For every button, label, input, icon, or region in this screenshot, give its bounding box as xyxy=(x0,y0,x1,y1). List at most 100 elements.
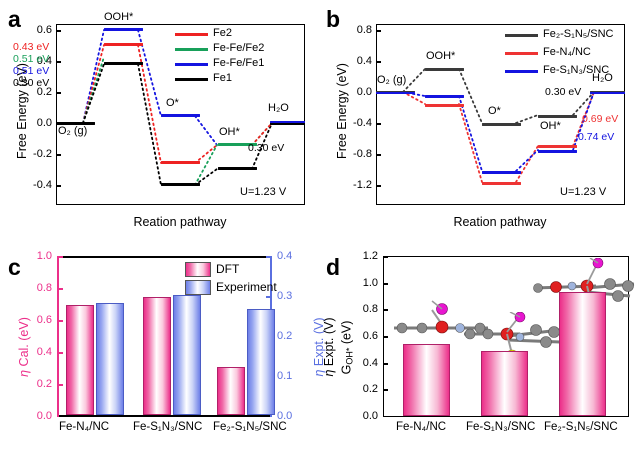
panel-a-legend-line-0 xyxy=(175,33,208,36)
panel-a-legend-line-3 xyxy=(175,78,208,81)
panel-a: a Free Energy (eV) Reation pathway 0.6 0… xyxy=(0,0,320,240)
panel-a-state-label-o: O* xyxy=(166,97,179,109)
panel-b-tickmark xyxy=(376,185,381,187)
panel-c-ytick-4: 0.2 xyxy=(36,378,52,390)
nitrogen-atom xyxy=(455,323,465,333)
panel-b-label: b xyxy=(326,6,341,32)
panel-c-ytick-2: 0.6 xyxy=(36,314,52,326)
panel-d-category-label-0: Fe-N₄/NC xyxy=(396,421,447,433)
panel-b-x-axis-title: Reation pathway xyxy=(453,215,547,229)
panel-d-tickmark xyxy=(383,309,388,311)
panel-c-ytick-5: 0.0 xyxy=(36,410,52,422)
panel-c-axis-top xyxy=(57,256,272,258)
panel-d-ytick-6: 0.0 xyxy=(362,410,378,422)
panel-c-legend-label-exp: Experiment xyxy=(216,280,277,294)
carbon-atom xyxy=(482,328,494,340)
panel-b-ytick-4: -0.8 xyxy=(353,148,372,160)
panel-c-bar-dft-0 xyxy=(66,305,94,415)
panel-c-ytick-0: 1.0 xyxy=(36,250,52,262)
panel-b-ytick-2: 0.0 xyxy=(356,86,372,98)
carbon-atom xyxy=(464,328,476,340)
panel-b-connectors xyxy=(402,68,595,183)
carbon-atom xyxy=(530,324,542,336)
carbon-atom xyxy=(622,280,634,292)
panel-a-tickmark xyxy=(56,185,61,187)
panel-a-level-oh-green xyxy=(218,143,257,146)
panel-a-label: a xyxy=(8,6,21,32)
panel-c-tickmark-right xyxy=(266,256,270,258)
panel-a-level-ooh-blue xyxy=(104,28,143,31)
carbon-atom xyxy=(604,278,616,290)
panel-c-tickmark-left xyxy=(59,352,63,354)
panel-d-ytick-4: 0.4 xyxy=(362,357,378,369)
panel-d-tickmark xyxy=(383,336,388,338)
panel-a-tickmark xyxy=(56,154,61,156)
panel-b-state-label-o: O* xyxy=(488,105,501,117)
panel-c-tickmark-left xyxy=(59,384,63,386)
panel-b-tickmark xyxy=(376,61,381,63)
panel-b-legend-label-2: Fe-S₁N₃/SNC xyxy=(543,64,610,76)
panel-c-legend-swatch-dft xyxy=(185,262,211,277)
inset-fe-n4-nc-structure xyxy=(394,300,488,334)
panel-c-label: c xyxy=(8,254,21,280)
carbon-atom xyxy=(540,336,552,348)
panel-d-ytick-1: 1.0 xyxy=(362,277,378,289)
panel-a-state-label-o2: O₂ (g) xyxy=(58,125,88,137)
panel-b-energy-label-red: 0.69 eV xyxy=(582,113,619,125)
panel-d-category-label-1: Fe-S₁N₃/SNC xyxy=(466,421,536,433)
panel-c-legend-swatch-exp xyxy=(185,280,211,295)
panel-a-ytick-3: 0.0 xyxy=(36,117,52,129)
nitrogen-atom xyxy=(515,332,525,342)
panel-c-category-label-0: Fe-N₄/NC xyxy=(59,421,110,433)
panel-b-tickmark xyxy=(376,123,381,125)
carbon-atom xyxy=(548,326,560,338)
panel-b-ytick-3: -0.4 xyxy=(353,117,372,129)
panel-a-energy-label-red: 0.43 eV xyxy=(13,41,50,53)
panel-a-ytick-1: 0.4 xyxy=(36,55,52,67)
panel-a-potential-label: U=1.23 V xyxy=(240,186,287,198)
panel-a-level-h2o-blue xyxy=(270,121,305,123)
panel-a-energy-label-green: 0.51 eV xyxy=(13,53,50,65)
panel-c-eta-symbol: η xyxy=(17,369,31,377)
panel-b-level-ooh-black xyxy=(425,68,464,71)
panel-d-tickmark xyxy=(383,363,388,365)
panel-d-bar-0 xyxy=(403,344,450,416)
panel-b-legend-line-1 xyxy=(505,52,538,55)
panel-b-level-ooh-blue xyxy=(425,95,464,98)
panel-a-legend-line-1 xyxy=(175,48,208,51)
panel-b-level-o-black xyxy=(482,123,521,126)
panel-b-legend-line-2 xyxy=(505,70,538,73)
panel-d-ytick-5: 0.2 xyxy=(362,383,378,395)
panel-c-ytick-right-4: 0.0 xyxy=(277,410,293,422)
panel-a-level-o-blue xyxy=(161,114,200,117)
panel-a-state-label-oh: OH* xyxy=(219,126,240,138)
panel-c-category-label-1: Fe-S₁N₃/SNC xyxy=(133,421,203,433)
carbon-atom xyxy=(416,322,428,334)
panel-b-level-ooh-red xyxy=(425,104,464,107)
panel-a-energy-label-right: 0.30 eV xyxy=(248,142,285,154)
panel-a-state-label-ooh: OOH* xyxy=(104,11,134,23)
panel-b-level-oh-red xyxy=(538,145,577,148)
panel-a-legend-label-2: Fe-Fe/Fe1 xyxy=(213,57,265,69)
panel-b-level-oh-black xyxy=(538,115,577,118)
panel-a-x-axis-title: Reation pathway xyxy=(133,215,227,229)
carbon-atom xyxy=(533,283,543,293)
panel-b-energy-label-blue: 0.74 eV xyxy=(578,131,615,143)
panel-a-level-ooh-red xyxy=(104,43,143,46)
panel-b-energy-label-black: 0.30 eV xyxy=(545,86,582,98)
panel-a-energy-label-blue: 0.51 eV xyxy=(13,65,50,77)
panel-c-category-label-2: Fe₂-S₁N₅/SNC xyxy=(213,421,287,433)
panel-c-ytick-right-1: 0.3 xyxy=(277,290,293,302)
panel-a-state-label-h2o: H₂O xyxy=(268,102,289,114)
panel-a-legend-line-2 xyxy=(175,63,208,66)
panel-c-tickmark-left xyxy=(59,256,63,258)
panel-c-bar-exp-2 xyxy=(247,309,275,415)
panel-c-bar-exp-0 xyxy=(96,303,124,415)
panel-c-ytick-right-2: 0.2 xyxy=(277,330,293,342)
panel-d: d ηη Expt. (V) Expt. (V) GOH* (eV) 1.2 1… xyxy=(320,240,640,475)
panel-b-state-label-oh: OH* xyxy=(540,120,561,132)
panel-b-ytick-5: -1.2 xyxy=(353,179,372,191)
panel-b-potential-label: U=1.23 V xyxy=(560,186,607,198)
panel-a-level-o-black xyxy=(161,183,200,186)
